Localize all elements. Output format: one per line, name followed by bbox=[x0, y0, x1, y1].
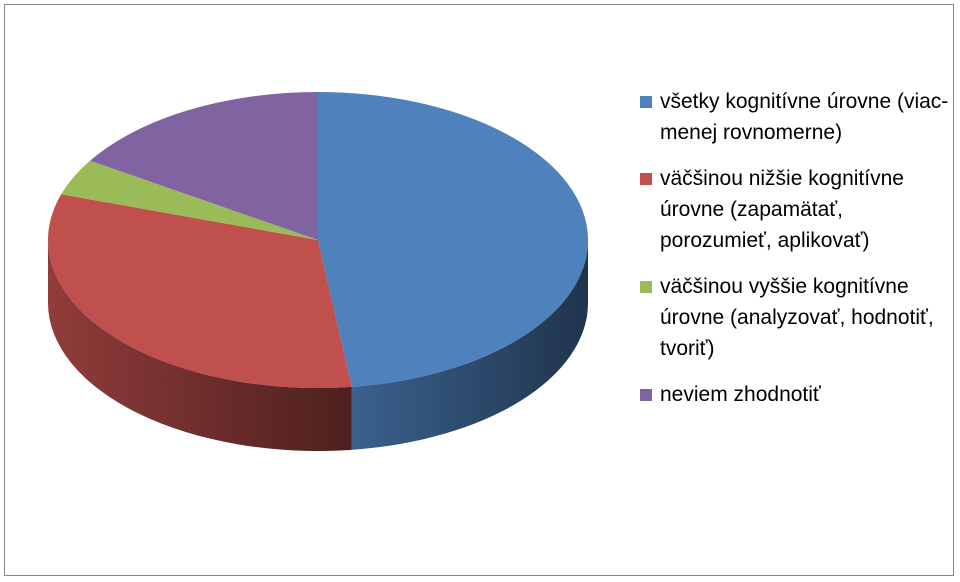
legend-item: všetky kognitívne úrovne (viac-menej rov… bbox=[640, 86, 950, 148]
legend-item: neviem zhodnotiť bbox=[640, 379, 950, 410]
pie-wall bbox=[48, 240, 352, 452]
legend-label: väčšinou vyššie kognitívne úrovne (analy… bbox=[660, 275, 934, 360]
pie-slice bbox=[90, 92, 318, 240]
pie-wall bbox=[351, 240, 588, 450]
legend-swatch bbox=[640, 173, 652, 185]
pie-slice bbox=[318, 92, 589, 387]
legend-swatch bbox=[640, 96, 652, 108]
legend-label: všetky kognitívne úrovne (viac-menej rov… bbox=[660, 90, 949, 144]
legend-swatch bbox=[640, 281, 652, 293]
pie-slice bbox=[61, 160, 318, 240]
chart bbox=[47, 92, 589, 452]
legend-swatch bbox=[640, 389, 652, 401]
legend-label: neviem zhodnotiť bbox=[660, 383, 821, 406]
legend-item: väčšinou nižšie kognitívne úrovne (zapam… bbox=[640, 163, 950, 256]
legend-label: väčšinou nižšie kognitívne úrovne (zapam… bbox=[660, 167, 904, 252]
legend-item: väčšinou vyššie kognitívne úrovne (analy… bbox=[640, 271, 950, 364]
legend: všetky kognitívne úrovne (viac-menej rov… bbox=[640, 86, 950, 425]
pie-walls bbox=[48, 240, 588, 452]
chart-frame bbox=[4, 4, 954, 576]
pie-slice bbox=[47, 194, 352, 389]
